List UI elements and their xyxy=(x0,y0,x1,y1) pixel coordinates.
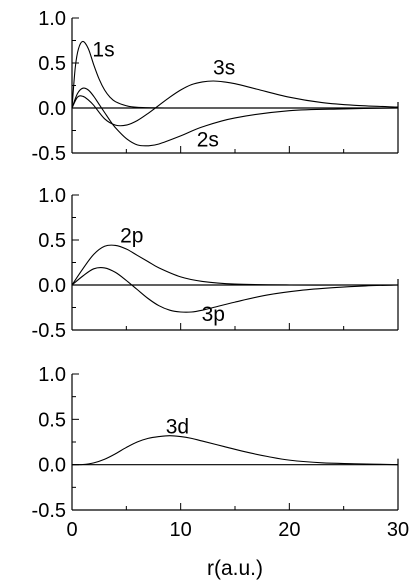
y-tick-label: -0.5 xyxy=(32,143,66,165)
y-tick-label: 0.5 xyxy=(38,409,66,431)
y-tick-label: -0.5 xyxy=(32,500,66,522)
x-axis-title: r(a.u.) xyxy=(207,557,263,580)
y-tick-label: -0.5 xyxy=(32,320,66,342)
series-2s-line xyxy=(71,87,399,147)
curve-label-3s: 3s xyxy=(213,57,235,80)
x-tick-label: 30 xyxy=(387,519,409,541)
curve-label-1s: 1s xyxy=(92,39,114,62)
series-1s-line xyxy=(71,40,398,109)
panel-1: 1.0 0.5 0.0 -0.5 1s 3s 2s xyxy=(32,8,399,165)
x-tick-label: 20 xyxy=(278,519,300,541)
y-tick-label: 0.0 xyxy=(38,275,66,297)
curve-label-3d: 3d xyxy=(166,416,189,439)
curve-label-3p: 3p xyxy=(202,303,225,326)
series-3s-line xyxy=(71,80,399,127)
series-3p-line xyxy=(71,267,399,313)
y-tick-label: 0.5 xyxy=(38,230,66,252)
curve-label-2p: 2p xyxy=(120,225,143,248)
y-tick-label: 0.5 xyxy=(38,53,66,75)
x-tick-label: 0 xyxy=(66,519,77,541)
y-tick-label: 1.0 xyxy=(38,8,66,30)
curve-label-2s: 2s xyxy=(197,129,219,152)
y-tick-label: 1.0 xyxy=(38,364,66,386)
x-tick-label: 10 xyxy=(170,519,192,541)
y-tick-label: 0.0 xyxy=(38,455,66,477)
series-3d-line xyxy=(71,435,399,466)
panel-3: 1.0 0.5 0.0 -0.50 10 20 30 3d xyxy=(32,364,410,541)
series-2p-line xyxy=(71,244,398,286)
y-tick-label: 1.0 xyxy=(38,185,66,207)
y-tick-label: 0.0 xyxy=(38,98,66,120)
panel-2: 1.0 0.5 0.0 -0.5 2p 3p xyxy=(32,185,399,342)
